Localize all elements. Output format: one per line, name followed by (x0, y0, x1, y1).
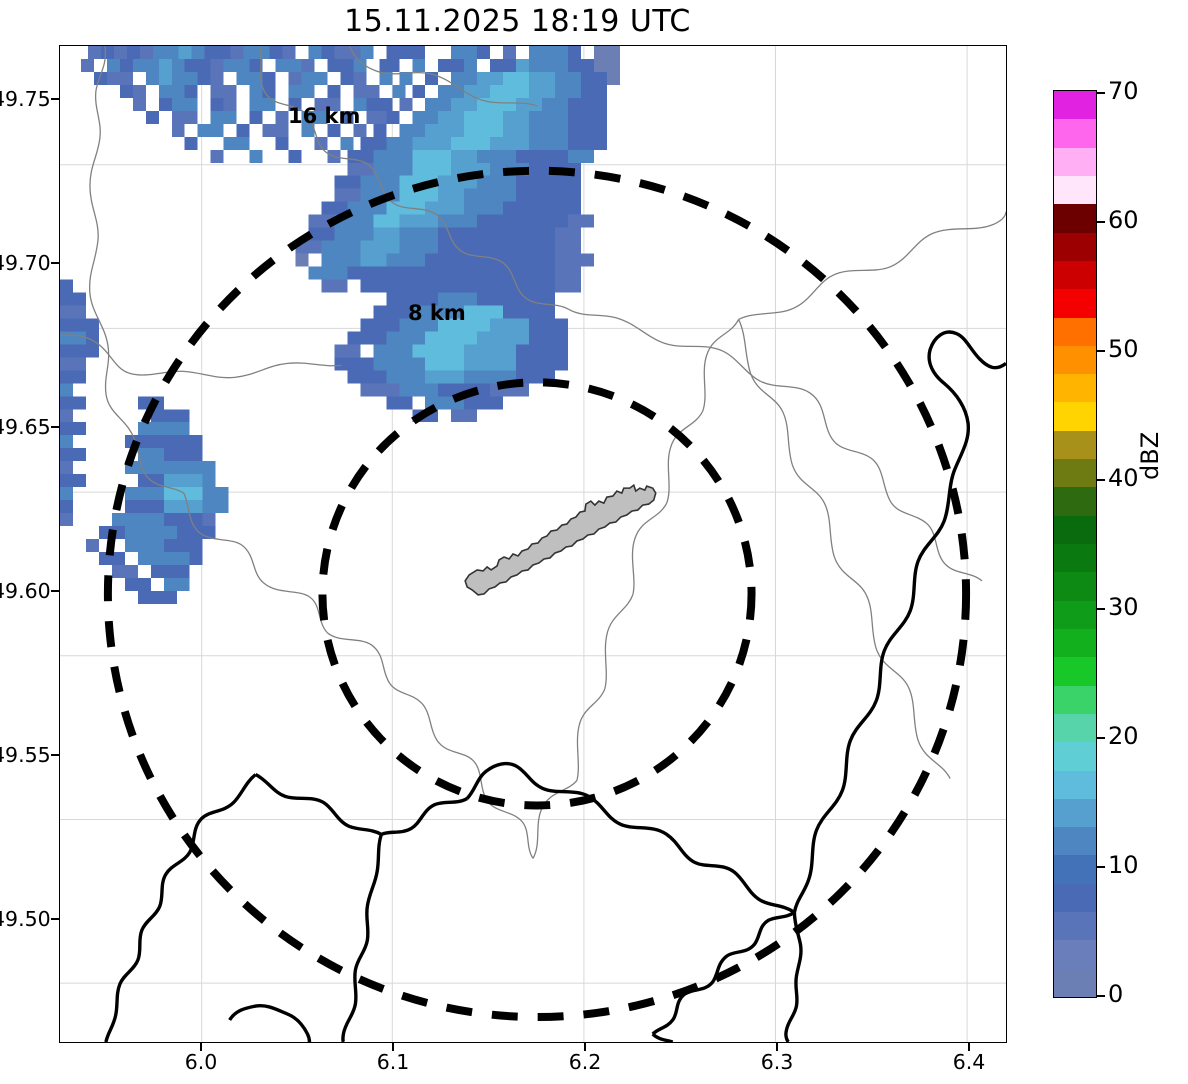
colorbar-tick-mark (1096, 995, 1105, 997)
y-tick-mark (51, 754, 59, 756)
colorbar-tick-mark (1096, 737, 1105, 739)
colorbar-segment (1054, 374, 1096, 403)
colorbar-segment (1054, 544, 1096, 573)
colorbar-segment (1054, 798, 1096, 828)
colorbar-segment (1054, 459, 1096, 488)
colorbar-tick-label-7: 70 (1108, 77, 1139, 105)
radar-echo-layer (60, 46, 620, 604)
x-tick-label-4: 6.4 (952, 1050, 986, 1074)
colorbar-tick-mark (1096, 479, 1105, 481)
colorbar-tick-mark (1096, 866, 1105, 868)
colorbar-segment (1054, 91, 1096, 120)
map-canvas (60, 46, 1006, 1042)
colorbar-tick-mark (1096, 608, 1105, 610)
x-tick-label-0: 6.0 (184, 1050, 218, 1074)
page-title: 15.11.2025 18:19 UTC (344, 4, 691, 39)
colorbar-segment (1054, 175, 1096, 205)
colorbar-segment (1054, 119, 1096, 148)
colorbar-tick-label-4: 40 (1108, 464, 1139, 492)
y-tick-label-2: 49.60 (0, 579, 51, 603)
colorbar-segment (1054, 147, 1096, 176)
y-tick-mark (51, 590, 59, 592)
y-tick-mark (51, 426, 59, 428)
colorbar-tick-label-6: 60 (1108, 206, 1139, 234)
range-ring-8km (318, 378, 756, 810)
colorbar-segment (1054, 685, 1096, 714)
colorbar-segment (1054, 289, 1096, 318)
y-tick-label-3: 49.65 (0, 415, 51, 439)
colorbar-segment (1054, 572, 1096, 601)
colorbar-segment (1054, 317, 1096, 346)
x-tick-mark (776, 1043, 778, 1051)
colorbar-segment (1054, 657, 1096, 686)
colorbar-tick-label-3: 30 (1108, 593, 1139, 621)
colorbar-tick-label-5: 50 (1108, 335, 1139, 363)
x-tick-mark (968, 1043, 970, 1051)
colorbar-segment (1054, 968, 1096, 997)
colorbar-segment (1054, 487, 1096, 516)
colorbar-tick-mark (1096, 92, 1105, 94)
x-tick-label-2: 6.2 (568, 1050, 602, 1074)
colorbar-tick-label-2: 20 (1108, 722, 1139, 750)
colorbar-tick-label-1: 10 (1108, 851, 1139, 879)
map-plot-area[interactable]: 16 km 8 km (59, 45, 1007, 1043)
country-border-layer (104, 330, 1006, 1042)
colorbar-segment (1054, 204, 1096, 233)
admin-boundary-layer (60, 46, 1006, 859)
colorbar-segment (1054, 912, 1096, 941)
y-tick-label-1: 49.55 (0, 743, 51, 767)
range-ring-16km-label: 16 km (288, 104, 361, 128)
colorbar-segment (1054, 430, 1096, 460)
colorbar-segment (1054, 742, 1096, 771)
colorbar-tick-mark (1096, 350, 1105, 352)
colorbar-tick-label-0: 0 (1108, 980, 1124, 1008)
y-tick-mark (51, 918, 59, 920)
colorbar-tick-mark (1096, 221, 1105, 223)
colorbar-segment (1054, 855, 1096, 884)
x-tick-label-3: 6.3 (760, 1050, 794, 1074)
colorbar-segment (1054, 232, 1096, 261)
colorbar-segment (1054, 770, 1096, 799)
y-tick-mark (51, 262, 59, 264)
colorbar-axis-label: dBZ (1136, 431, 1164, 480)
y-tick-mark (51, 98, 59, 100)
y-tick-label-4: 49.70 (0, 251, 51, 275)
colorbar-segment (1054, 515, 1096, 544)
y-tick-label-0: 49.50 (0, 907, 51, 931)
y-tick-label-5: 49.75 (0, 87, 51, 111)
colorbar-segment (1054, 600, 1096, 629)
range-ring-8km-label: 8 km (408, 301, 466, 325)
x-tick-mark (392, 1043, 394, 1051)
city-polygon (464, 483, 657, 596)
colorbar[interactable] (1053, 90, 1097, 998)
range-ring-layer (103, 166, 971, 1022)
range-ring-16km (103, 166, 971, 1022)
colorbar-segment (1054, 713, 1096, 743)
colorbar-segment (1054, 628, 1096, 658)
colorbar-segment (1054, 260, 1096, 290)
colorbar-segment (1054, 940, 1096, 969)
colorbar-segment (1054, 345, 1096, 375)
x-tick-mark (584, 1043, 586, 1051)
colorbar-segment (1054, 402, 1096, 431)
colorbar-segment (1054, 883, 1096, 913)
x-tick-label-1: 6.1 (376, 1050, 410, 1074)
x-tick-mark (200, 1043, 202, 1051)
colorbar-segment (1054, 827, 1096, 856)
